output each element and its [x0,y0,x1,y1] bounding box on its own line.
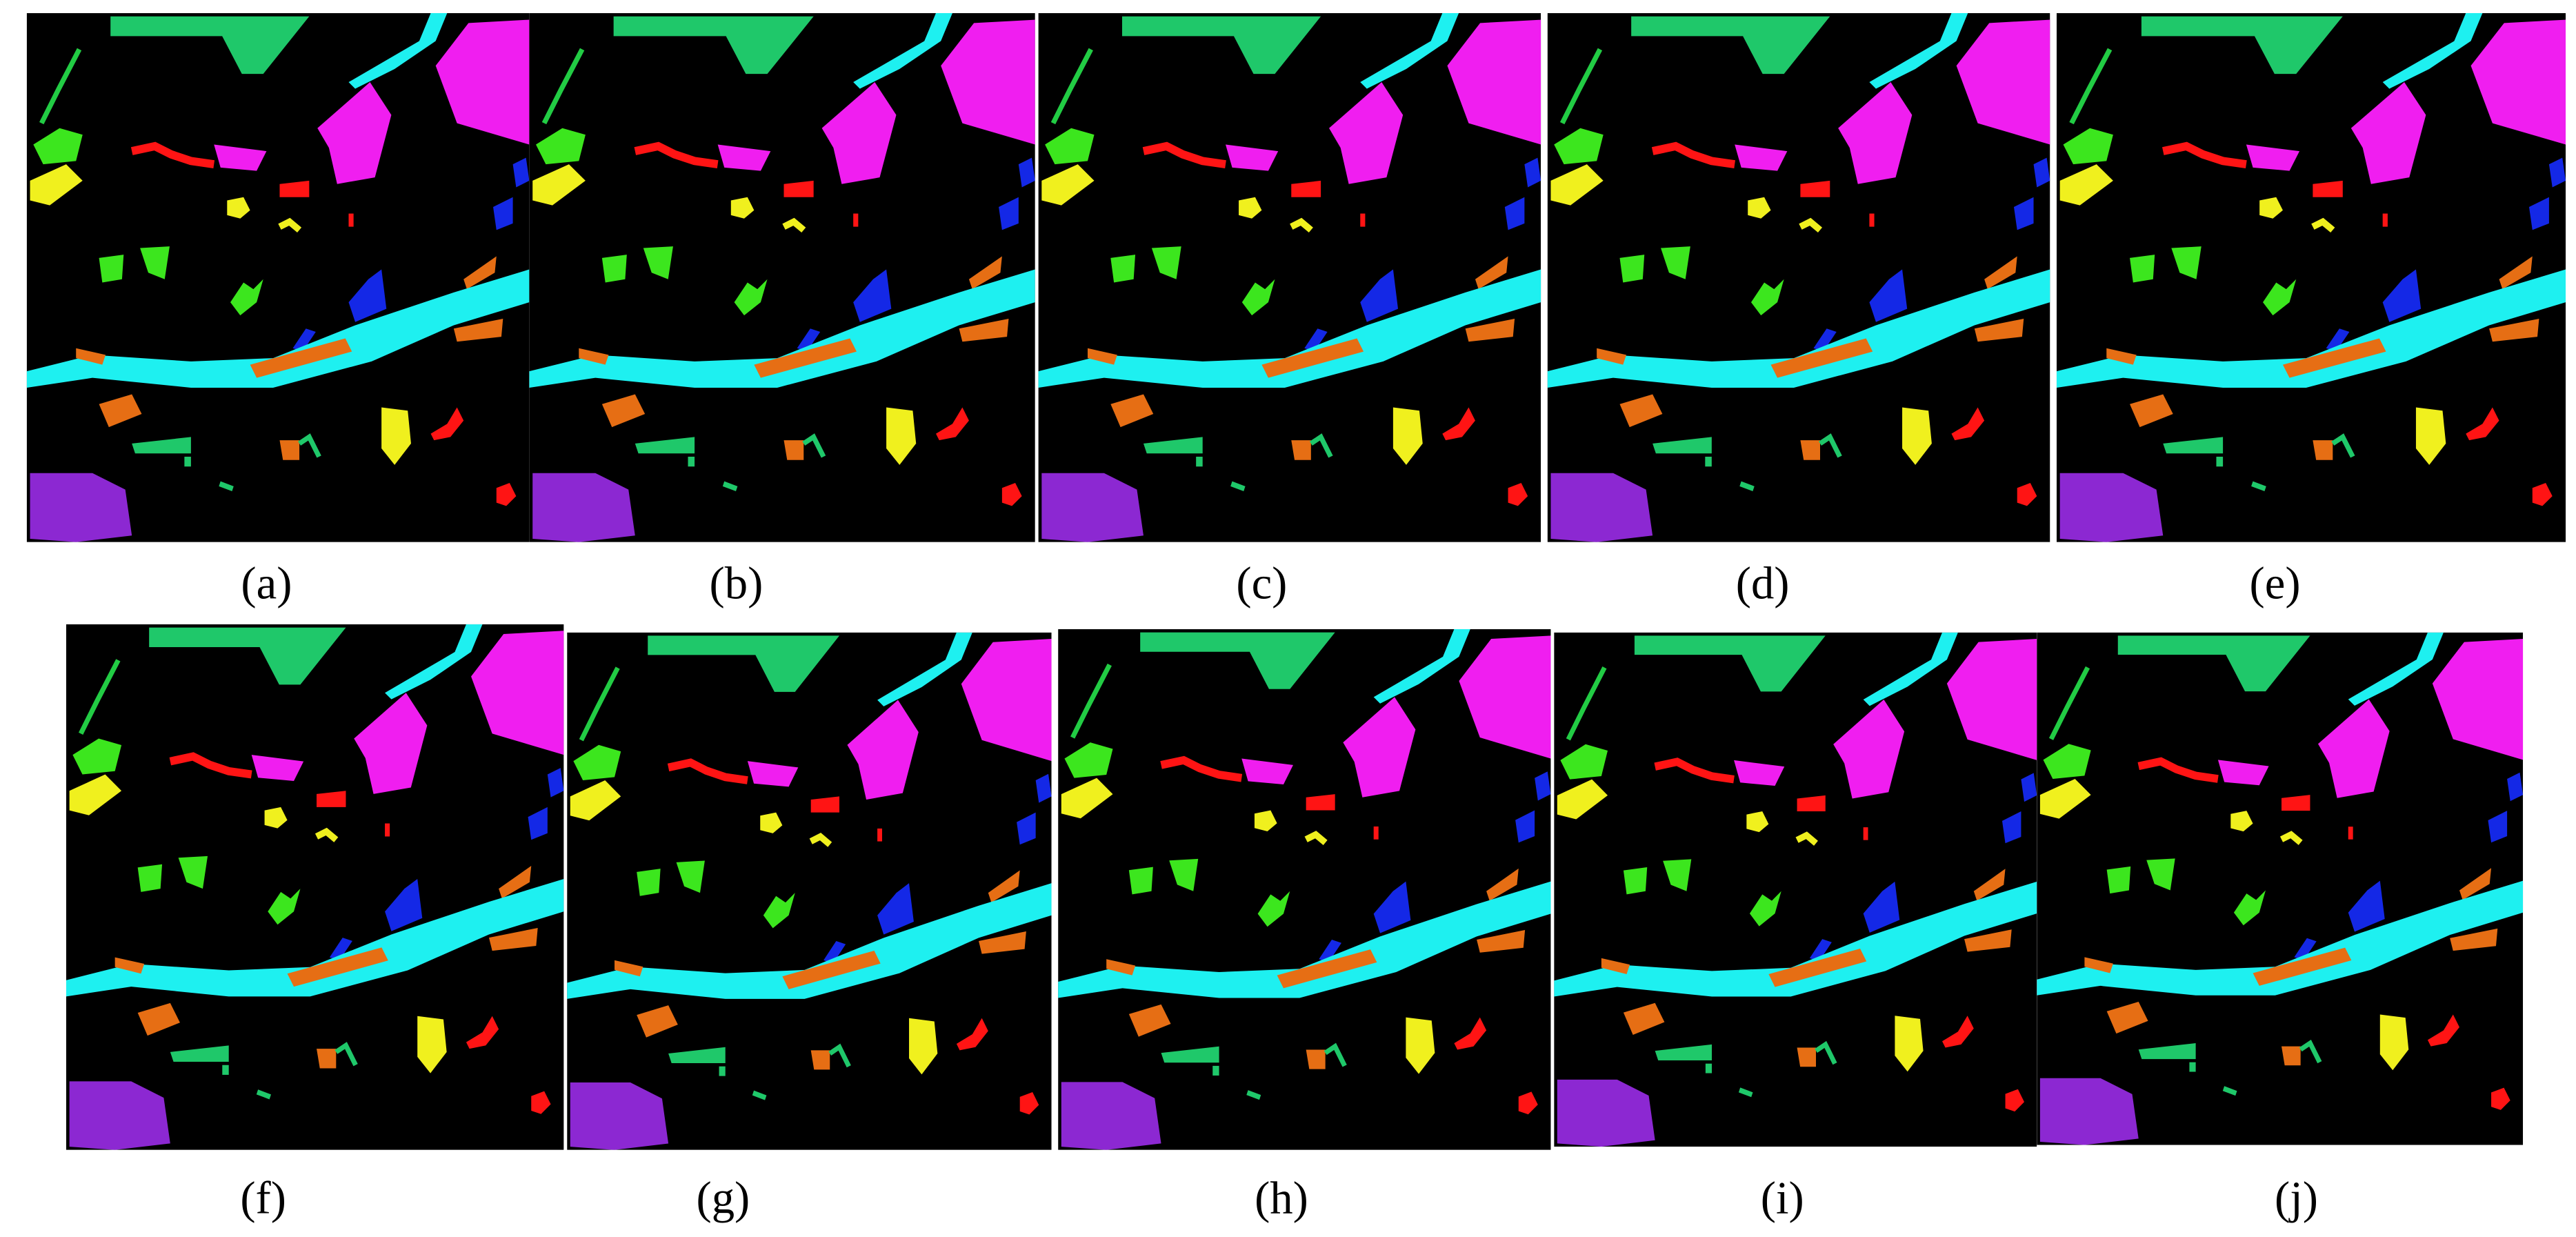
panel-label: (f) [240,1173,286,1223]
classification-map [1554,633,2037,1147]
classification-map [529,13,1035,542]
panel-label: (a) [241,559,292,609]
classification-map [2057,13,2566,542]
classification-map [1058,629,1550,1150]
classification-map [66,624,563,1150]
panel-label: (h) [1255,1173,1308,1223]
panel-label: (e) [2250,559,2301,609]
classification-map [567,633,1051,1150]
classification-map [1039,13,1541,542]
classification-map [1548,13,2050,542]
panel-label: (g) [697,1173,750,1223]
panel-grid: (a) (b) (c) (d) (e) (f) (g) (h) (i) (j) [27,13,2566,1223]
classification-map [27,13,530,542]
panel-label: (d) [1736,559,1790,609]
panel-label: (i) [1761,1173,1804,1223]
panel-label: (b) [710,559,763,609]
panel-label: (c) [1236,559,1287,609]
panel-label: (j) [2275,1173,2318,1223]
classification-map [2037,633,2523,1145]
